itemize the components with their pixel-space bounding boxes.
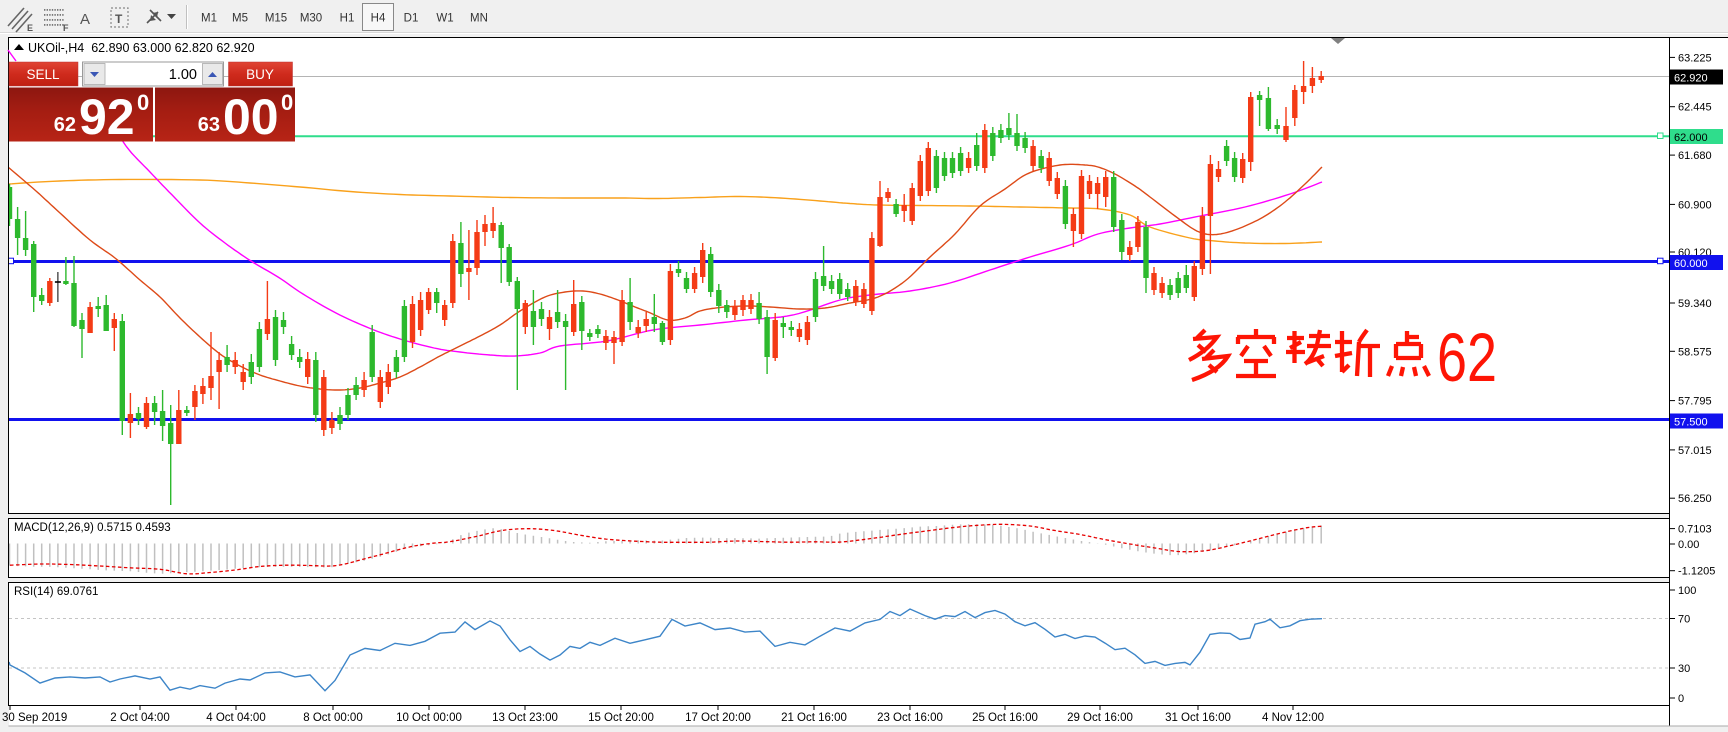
svg-text:0: 0 bbox=[1678, 693, 1684, 705]
svg-text:W1: W1 bbox=[436, 13, 453, 25]
svg-text:56.250: 56.250 bbox=[1678, 493, 1712, 505]
svg-text:SELL: SELL bbox=[26, 67, 60, 82]
svg-text:1.00: 1.00 bbox=[169, 67, 197, 83]
svg-text:62.445: 62.445 bbox=[1678, 102, 1712, 114]
svg-text:H4: H4 bbox=[371, 13, 386, 25]
svg-text:30: 30 bbox=[1678, 663, 1690, 675]
svg-text:M1: M1 bbox=[201, 13, 217, 25]
svg-text:H1: H1 bbox=[340, 13, 355, 25]
svg-text:59.340: 59.340 bbox=[1678, 298, 1712, 310]
svg-text:-1.1205: -1.1205 bbox=[1678, 566, 1715, 578]
svg-text:61.680: 61.680 bbox=[1678, 150, 1712, 162]
svg-text:MN: MN bbox=[470, 13, 488, 25]
svg-text:15 Oct 20:00: 15 Oct 20:00 bbox=[588, 712, 654, 724]
svg-text:62.000: 62.000 bbox=[1674, 132, 1708, 144]
svg-text:0: 0 bbox=[137, 90, 149, 115]
svg-text:0: 0 bbox=[281, 90, 293, 115]
svg-text:60.900: 60.900 bbox=[1678, 199, 1712, 211]
svg-text:10 Oct 00:00: 10 Oct 00:00 bbox=[396, 712, 462, 724]
svg-text:8 Oct 00:00: 8 Oct 00:00 bbox=[303, 712, 362, 724]
svg-text:58.575: 58.575 bbox=[1678, 346, 1712, 358]
svg-text:57.500: 57.500 bbox=[1674, 417, 1708, 429]
svg-text:62: 62 bbox=[1437, 319, 1497, 396]
svg-text:25 Oct 16:00: 25 Oct 16:00 bbox=[972, 712, 1038, 724]
svg-text:00: 00 bbox=[223, 89, 279, 145]
svg-text:MACD(12,26,9) 0.5715 0.4593: MACD(12,26,9) 0.5715 0.4593 bbox=[14, 522, 171, 534]
svg-text:A: A bbox=[80, 11, 90, 28]
svg-text:UKOil-,H4 62.890 63.000 62.82: UKOil-,H4 62.890 63.000 62.820 62.920 bbox=[28, 41, 255, 55]
svg-text:62.920: 62.920 bbox=[1674, 73, 1708, 85]
svg-text:M30: M30 bbox=[300, 13, 322, 25]
svg-text:2 Oct 04:00: 2 Oct 04:00 bbox=[110, 712, 169, 724]
svg-text:23 Oct 16:00: 23 Oct 16:00 bbox=[877, 712, 943, 724]
svg-text:4 Oct 04:00: 4 Oct 04:00 bbox=[206, 712, 265, 724]
svg-text:29 Oct 16:00: 29 Oct 16:00 bbox=[1067, 712, 1133, 724]
svg-text:17 Oct 20:00: 17 Oct 20:00 bbox=[685, 712, 751, 724]
svg-text:30 Sep 2019: 30 Sep 2019 bbox=[2, 712, 67, 724]
svg-text:100: 100 bbox=[1678, 585, 1696, 597]
svg-text:BUY: BUY bbox=[246, 67, 274, 82]
svg-text:13 Oct 23:00: 13 Oct 23:00 bbox=[492, 712, 558, 724]
svg-text:0.00: 0.00 bbox=[1678, 539, 1699, 551]
svg-text:63.225: 63.225 bbox=[1678, 52, 1712, 64]
svg-text:70: 70 bbox=[1678, 614, 1690, 626]
svg-text:0.7103: 0.7103 bbox=[1678, 524, 1712, 536]
svg-text:21 Oct 16:00: 21 Oct 16:00 bbox=[781, 712, 847, 724]
svg-text:F: F bbox=[63, 23, 69, 33]
svg-text:62: 62 bbox=[54, 114, 76, 136]
svg-text:E: E bbox=[27, 23, 33, 33]
svg-text:60.000: 60.000 bbox=[1674, 258, 1708, 270]
svg-text:63: 63 bbox=[198, 114, 220, 136]
svg-text:T: T bbox=[115, 12, 123, 26]
svg-text:M5: M5 bbox=[232, 13, 248, 25]
svg-text:4 Nov 12:00: 4 Nov 12:00 bbox=[1262, 712, 1324, 724]
svg-text:57.015: 57.015 bbox=[1678, 445, 1712, 457]
svg-text:D1: D1 bbox=[404, 13, 419, 25]
svg-text:M15: M15 bbox=[265, 13, 287, 25]
svg-text:92: 92 bbox=[79, 89, 135, 145]
svg-text:57.795: 57.795 bbox=[1678, 396, 1712, 408]
svg-text:31 Oct 16:00: 31 Oct 16:00 bbox=[1165, 712, 1231, 724]
svg-text:RSI(14) 69.0761: RSI(14) 69.0761 bbox=[14, 586, 98, 598]
